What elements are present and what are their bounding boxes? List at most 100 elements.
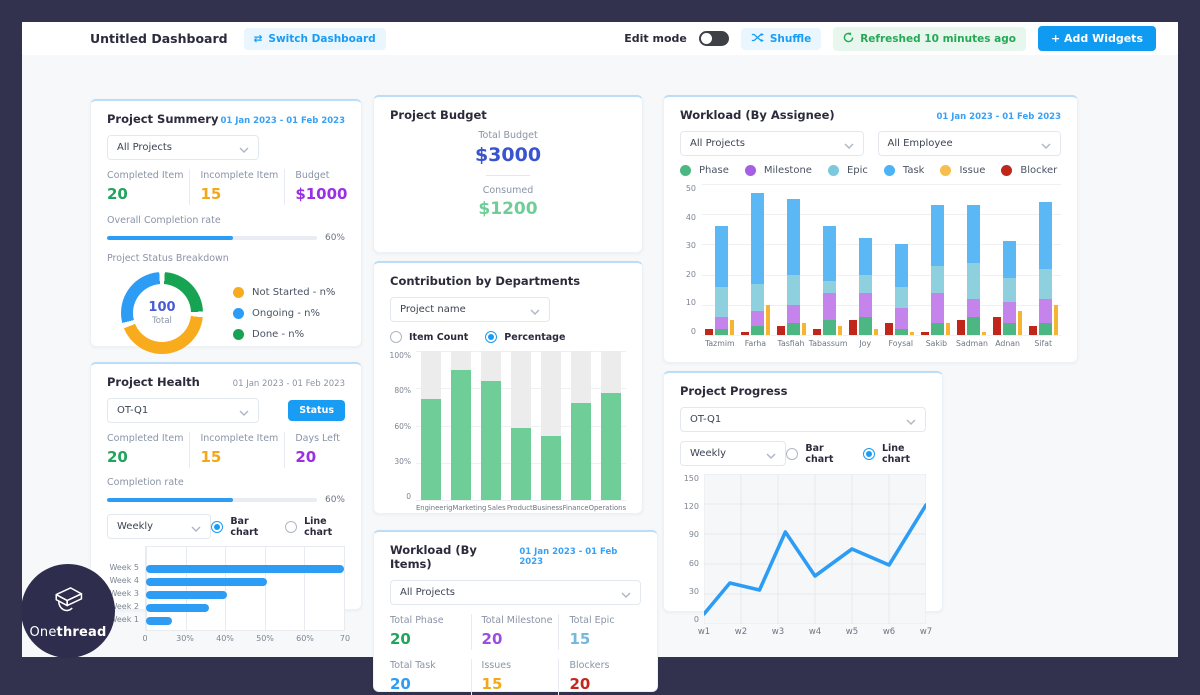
donut-legend: Not Started - n% Ongoing - n% Done - n%: [233, 286, 335, 340]
refreshed-label: Refreshed 10 minutes ago: [860, 32, 1016, 45]
bar: [571, 403, 591, 500]
card-title: Project Summery: [107, 112, 219, 126]
legend-item: Phase: [680, 165, 729, 176]
y-axis-label: Week 3: [109, 589, 139, 598]
stat-cell: Total Task 20: [390, 659, 472, 695]
legend-dot: [233, 286, 244, 298]
bar-chart-radio[interactable]: [786, 447, 799, 460]
date-range: 01 Jan 2023 - 01 Feb 2023: [232, 379, 345, 389]
switch-dashboard-button[interactable]: ⇄ Switch Dashboard: [243, 27, 386, 50]
line-chart-radio[interactable]: [285, 520, 298, 533]
stat-label: Total Milestone: [481, 615, 553, 626]
stack-segment: [1038, 298, 1052, 323]
project-filter-select[interactable]: OT-Q1: [107, 398, 259, 423]
chevron-down-icon: [191, 517, 201, 536]
bar: [601, 392, 621, 500]
chevron-down-icon: [621, 583, 631, 602]
gridline: [702, 244, 1061, 246]
legend-label: Blocker: [1020, 165, 1058, 176]
issue-bar: [730, 319, 735, 335]
project-filter-select[interactable]: All Projects: [390, 580, 641, 605]
bar-column: [566, 351, 596, 500]
x-axis-label: Foysal: [888, 339, 914, 348]
stack-segment: [930, 265, 944, 293]
y-axis-labels: 50 40 30 20 10 0: [680, 184, 702, 336]
status-button[interactable]: Status: [288, 400, 345, 421]
stack-segment: [1002, 241, 1016, 278]
item-count-radio[interactable]: [390, 331, 402, 343]
date-range: 01 Jan 2023 - 01 Feb 2023: [936, 112, 1061, 122]
stacked-bar: [859, 184, 873, 335]
bar-column: [476, 351, 506, 500]
stack-segment: [966, 205, 980, 263]
bar-chart-radio[interactable]: [211, 520, 224, 533]
issue-bar: [1017, 310, 1022, 335]
stacked-bar: [966, 184, 980, 335]
project-name-select[interactable]: Project name: [390, 297, 550, 322]
period-filter-select[interactable]: Weekly: [107, 514, 212, 539]
onethread-logo-text: Onethread: [29, 625, 106, 640]
stack-segment: [715, 316, 729, 329]
stack-segment: [894, 328, 908, 335]
y-axis-label: 10: [685, 298, 696, 308]
stat-cell: Total Epic 15: [559, 614, 641, 650]
bar-chart-radio-label: Bar chart: [805, 442, 834, 465]
card-title: Workload (By Items): [390, 543, 477, 571]
blocker-bar: [849, 319, 858, 335]
select-value: All Projects: [690, 138, 745, 149]
legend-item: Milestone: [744, 165, 812, 176]
x-axis-labels: 0 30% 40% 50% 60% 70: [142, 634, 350, 645]
shuffle-label: Shuffle: [769, 32, 812, 45]
y-axis-label: 60%: [394, 421, 411, 431]
stack-segment: [966, 298, 980, 317]
bar-track: [601, 351, 621, 500]
employee-filter-select[interactable]: All Employee: [877, 131, 1061, 156]
weekly-bar-chart: Week 5 Week 4 Week 3 Week 2 Week 1 0 30% 40% 50%…: [107, 546, 350, 645]
edit-mode-toggle[interactable]: [698, 31, 729, 46]
stat-label: Total Phase: [390, 615, 444, 626]
legend-item: Issue: [940, 165, 985, 176]
gridline: [702, 274, 1061, 276]
issue-bar: [945, 322, 950, 335]
stat-label: Blockers: [569, 660, 610, 671]
x-axis-label: 0: [142, 634, 148, 643]
shuffle-button[interactable]: Shuffle: [740, 27, 822, 50]
bar: [146, 617, 172, 625]
issue-bar: [909, 331, 914, 335]
stat-value: 20: [107, 185, 128, 203]
period-filter-select[interactable]: Weekly: [680, 441, 787, 466]
percentage-radio[interactable]: [485, 331, 498, 343]
stack-segment: [1038, 322, 1052, 335]
project-filter-select[interactable]: OT-Q1: [680, 407, 926, 432]
bar-track: [451, 351, 471, 500]
line-chart-radio[interactable]: [862, 447, 875, 460]
project-budget-card: Project Budget Total Budget $3000 Consum…: [373, 95, 643, 253]
stat-label: Completed Item: [107, 170, 184, 181]
refresh-button[interactable]: Refreshed 10 minutes ago: [833, 26, 1026, 51]
assignee-legend: Phase Milestone Epic Task Issue Blocker: [680, 165, 1061, 176]
bar: [146, 591, 228, 599]
workload-assignee-card: Workload (By Assignee) 01 Jan 2023 - 01 …: [663, 95, 1078, 363]
bar-group: [846, 184, 882, 335]
select-value: Project name: [400, 304, 466, 315]
bar-track: [481, 351, 501, 500]
y-axis-label: Week 2: [109, 602, 139, 611]
legend-item: Done - n%: [233, 328, 335, 340]
add-widgets-button[interactable]: + Add Widgets: [1037, 26, 1156, 51]
legend-label: Phase: [699, 165, 729, 176]
stat-cell: Completed Item 20: [107, 169, 191, 205]
stacked-bar: [787, 184, 801, 335]
stack-segment: [751, 193, 765, 284]
stack-segment: [823, 226, 837, 281]
stack-segment: [859, 316, 873, 335]
chart-plot: [416, 351, 626, 501]
budget-body: Total Budget $3000 Consumed $1200: [390, 130, 626, 219]
bar-column: [506, 351, 536, 500]
donut-total-label: Total: [152, 316, 172, 326]
bar: [541, 435, 561, 500]
x-axis-label: Tabassum: [808, 339, 848, 348]
chart-plot: [704, 474, 926, 624]
legend-label: Milestone: [763, 165, 812, 176]
project-filter-select[interactable]: All Projects: [107, 135, 259, 160]
project-filter-select[interactable]: All Projects: [680, 131, 864, 156]
